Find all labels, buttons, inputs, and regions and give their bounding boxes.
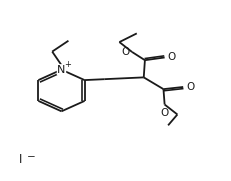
Text: O: O [160,108,168,118]
Text: I: I [18,153,22,166]
Text: −: − [27,152,35,163]
Text: O: O [185,82,193,92]
Text: O: O [167,52,175,62]
Text: O: O [121,47,129,57]
Text: N: N [57,65,65,75]
Text: +: + [64,60,71,69]
